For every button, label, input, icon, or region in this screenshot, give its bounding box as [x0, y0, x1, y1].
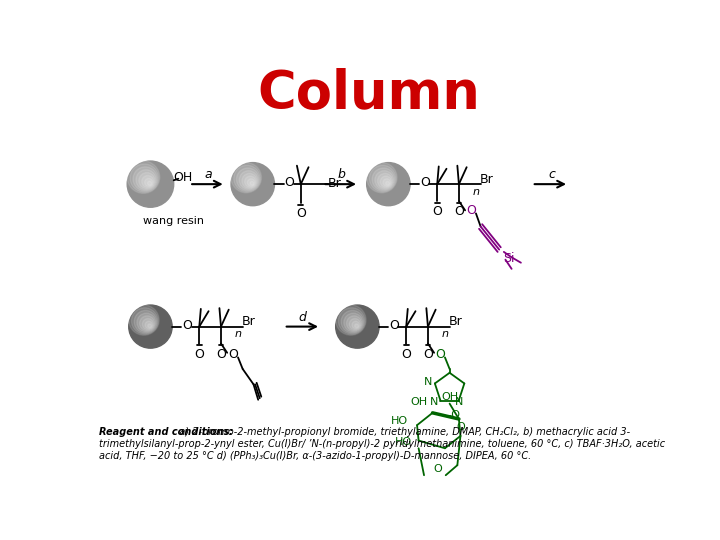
Circle shape — [352, 321, 359, 329]
Circle shape — [129, 305, 172, 348]
Circle shape — [336, 305, 366, 335]
Circle shape — [250, 181, 254, 185]
Text: b: b — [337, 168, 345, 181]
Circle shape — [344, 313, 363, 332]
Circle shape — [369, 165, 396, 192]
Text: N: N — [423, 377, 432, 387]
Circle shape — [377, 173, 392, 188]
Text: O: O — [420, 176, 430, 189]
Circle shape — [346, 316, 361, 331]
Text: O: O — [423, 348, 433, 361]
Text: OH: OH — [441, 393, 458, 402]
Text: acid, THF, −20 to 25 °C d) (PPh₃)₃Cu(I)Br, α-(3-azido-1-propyl)-D-mannose, DIPEA: acid, THF, −20 to 25 °C d) (PPh₃)₃Cu(I)B… — [99, 451, 531, 461]
Circle shape — [148, 181, 152, 185]
Circle shape — [248, 179, 255, 186]
Circle shape — [383, 179, 390, 186]
Circle shape — [145, 321, 153, 329]
Circle shape — [140, 316, 155, 331]
Circle shape — [336, 305, 379, 348]
Text: n: n — [235, 329, 241, 339]
Circle shape — [148, 324, 151, 328]
Circle shape — [236, 168, 259, 191]
Text: OH: OH — [410, 397, 427, 407]
Circle shape — [127, 161, 174, 207]
Circle shape — [136, 170, 156, 190]
Text: O: O — [433, 464, 442, 474]
Text: O: O — [401, 348, 411, 361]
Text: O: O — [432, 205, 442, 218]
Text: O: O — [284, 176, 294, 189]
Text: O: O — [216, 348, 226, 361]
Text: O: O — [436, 348, 445, 361]
Circle shape — [245, 176, 256, 187]
Circle shape — [132, 308, 158, 334]
Circle shape — [349, 319, 361, 330]
Circle shape — [137, 313, 156, 332]
Text: a: a — [204, 168, 212, 181]
Circle shape — [143, 319, 153, 330]
Text: N: N — [455, 397, 463, 407]
Text: OH: OH — [174, 172, 193, 185]
Text: HO: HO — [395, 437, 412, 447]
Circle shape — [134, 310, 157, 333]
Text: : a) 2-bromo-2-methyl-propionyl bromide, triethylamine, DMAP, CH₂Cl₂, b) methacr: : a) 2-bromo-2-methyl-propionyl bromide,… — [174, 427, 631, 437]
Circle shape — [239, 171, 258, 190]
Circle shape — [130, 164, 158, 192]
Circle shape — [142, 176, 154, 187]
Circle shape — [129, 305, 159, 335]
Text: HO: HO — [391, 416, 408, 426]
Text: O: O — [228, 348, 238, 361]
Text: Br: Br — [449, 315, 463, 328]
Text: Reagent and conditions:: Reagent and conditions: — [99, 427, 233, 437]
Text: O: O — [296, 207, 306, 220]
Circle shape — [375, 171, 394, 190]
Circle shape — [372, 168, 395, 191]
Text: O: O — [182, 319, 192, 332]
Circle shape — [127, 161, 160, 193]
Text: Si: Si — [503, 252, 514, 265]
Text: Br: Br — [242, 315, 256, 328]
Text: Column: Column — [258, 68, 480, 120]
Text: d: d — [298, 311, 306, 324]
Text: O: O — [194, 348, 204, 361]
Text: n: n — [472, 187, 480, 197]
Circle shape — [139, 173, 155, 189]
Circle shape — [355, 324, 359, 328]
Text: N: N — [430, 397, 438, 407]
Circle shape — [338, 308, 365, 334]
Text: O: O — [456, 422, 465, 431]
Text: -O: -O — [447, 410, 460, 420]
Text: Br: Br — [328, 177, 342, 190]
Circle shape — [341, 310, 364, 333]
Text: Br: Br — [480, 173, 494, 186]
Circle shape — [234, 165, 261, 192]
Circle shape — [145, 178, 153, 186]
Circle shape — [386, 181, 390, 185]
Text: O: O — [454, 205, 464, 218]
Text: n: n — [441, 329, 449, 339]
Circle shape — [366, 163, 410, 206]
Circle shape — [380, 176, 392, 187]
Text: O: O — [467, 204, 476, 217]
Text: trimethylsilanyl-prop-2-ynyl ester, Cu(I)Br/ ’N-(n-propyl)-2 pyridylmethanimine,: trimethylsilanyl-prop-2-ynyl ester, Cu(I… — [99, 439, 665, 449]
Circle shape — [231, 163, 274, 206]
Circle shape — [366, 163, 397, 193]
Circle shape — [242, 173, 257, 188]
Text: O: O — [389, 319, 399, 332]
Circle shape — [133, 167, 158, 191]
Text: wang resin: wang resin — [143, 216, 204, 226]
Text: c: c — [549, 168, 555, 181]
Circle shape — [231, 163, 261, 193]
